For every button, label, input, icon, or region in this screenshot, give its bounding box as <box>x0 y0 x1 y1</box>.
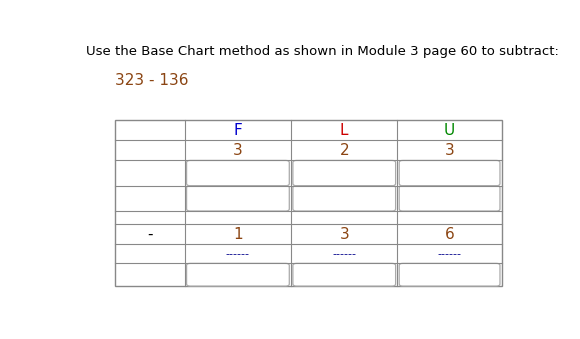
FancyBboxPatch shape <box>293 186 396 211</box>
FancyBboxPatch shape <box>187 186 289 211</box>
Text: 3: 3 <box>445 143 455 158</box>
Text: 1: 1 <box>233 227 243 242</box>
Text: ------: ------ <box>437 249 462 259</box>
Text: 3: 3 <box>339 227 349 242</box>
Bar <box>115 120 502 286</box>
FancyBboxPatch shape <box>187 263 289 286</box>
FancyBboxPatch shape <box>399 263 500 286</box>
FancyBboxPatch shape <box>293 263 396 286</box>
FancyBboxPatch shape <box>293 160 396 186</box>
FancyBboxPatch shape <box>187 160 289 186</box>
Text: F: F <box>234 123 242 138</box>
Text: ------: ------ <box>332 249 356 259</box>
FancyBboxPatch shape <box>399 160 500 186</box>
FancyBboxPatch shape <box>399 186 500 211</box>
Text: ------: ------ <box>226 249 250 259</box>
Text: 323 - 136: 323 - 136 <box>115 73 188 88</box>
Text: -: - <box>147 227 153 242</box>
Text: 3: 3 <box>233 143 243 158</box>
Text: 2: 2 <box>339 143 349 158</box>
Text: Use the Base Chart method as shown in Module 3 page 60 to subtract:: Use the Base Chart method as shown in Mo… <box>86 45 559 58</box>
Text: L: L <box>340 123 349 138</box>
Text: U: U <box>444 123 455 138</box>
Text: 6: 6 <box>445 227 455 242</box>
